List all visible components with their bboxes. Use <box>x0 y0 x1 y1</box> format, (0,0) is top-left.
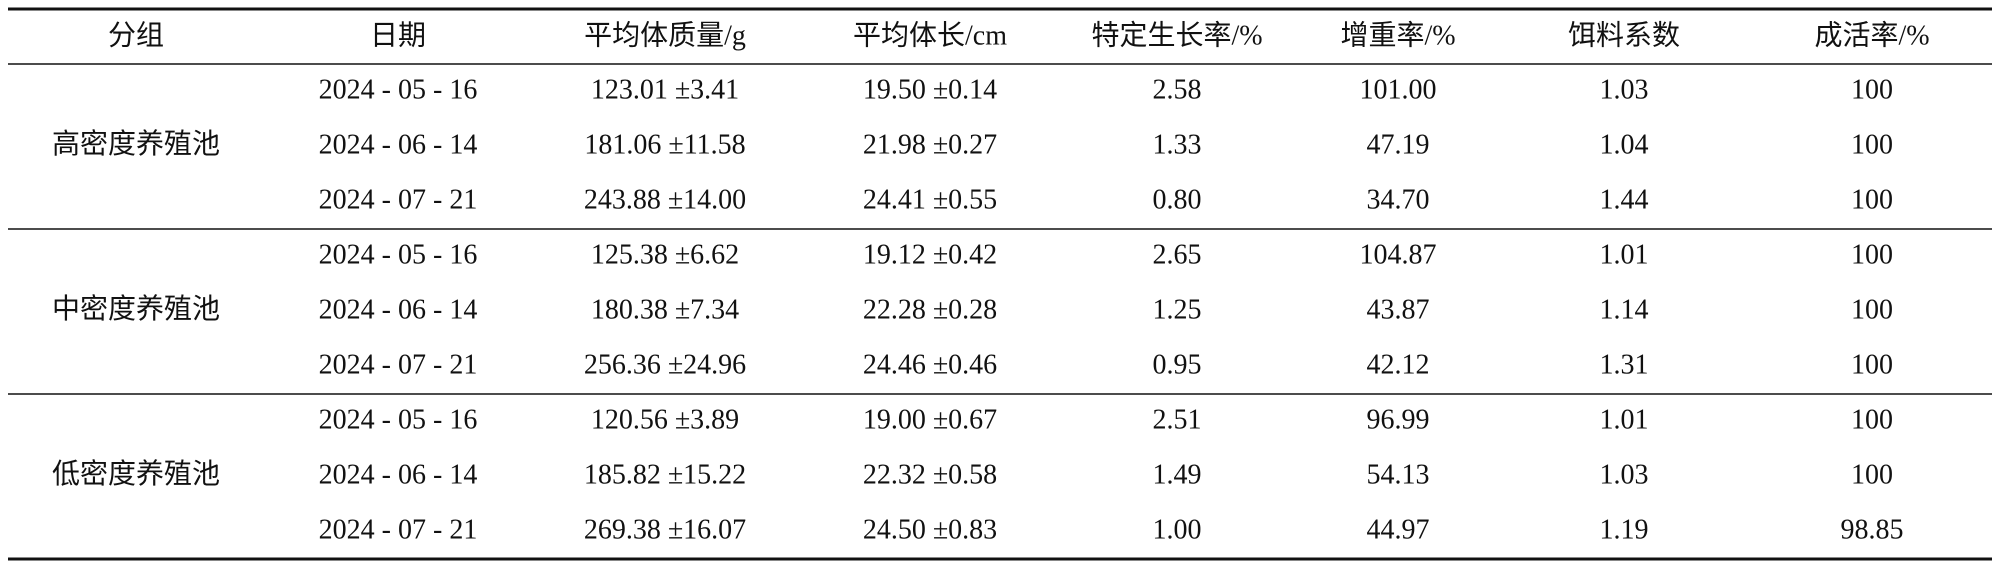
cell: 100 <box>1851 129 1893 160</box>
cell: 24.41 ±0.55 <box>863 184 997 215</box>
cell: 2024 - 05 - 16 <box>319 404 478 435</box>
cell: 256.36 ±24.96 <box>584 349 746 380</box>
cell: 2024 - 06 - 14 <box>319 294 478 325</box>
cell: 24.46 ±0.46 <box>863 349 997 380</box>
cell: 34.70 <box>1367 184 1430 215</box>
cell: 1.03 <box>1600 459 1649 490</box>
header-cell: 增重率/% <box>1340 19 1455 51</box>
cell: 123.01 ±3.41 <box>591 74 739 105</box>
cell: 243.88 ±14.00 <box>584 184 746 215</box>
cell: 2.51 <box>1153 404 1202 435</box>
group-name: 中密度养殖池 <box>52 293 220 325</box>
cell: 0.95 <box>1153 349 1202 380</box>
cell: 42.12 <box>1367 349 1430 380</box>
cell: 2.65 <box>1153 239 1202 270</box>
cell: 100 <box>1851 239 1893 270</box>
cell: 54.13 <box>1367 459 1430 490</box>
cell: 185.82 ±15.22 <box>584 459 746 490</box>
cell: 2024 - 07 - 21 <box>319 184 478 215</box>
cell: 100 <box>1851 294 1893 325</box>
cell: 101.00 <box>1360 74 1437 105</box>
cell: 2024 - 07 - 21 <box>319 349 478 380</box>
cell: 22.28 ±0.28 <box>863 294 997 325</box>
cell: 24.50 ±0.83 <box>863 514 997 545</box>
header-cell: 饵料系数 <box>1568 19 1680 51</box>
cell: 19.12 ±0.42 <box>863 239 997 270</box>
cell: 1.00 <box>1153 514 1202 545</box>
header-cell: 平均体长/cm <box>853 19 1007 51</box>
header-cell: 成活率/% <box>1814 19 1929 51</box>
cell: 43.87 <box>1367 294 1430 325</box>
cell: 120.56 ±3.89 <box>591 404 739 435</box>
cell: 100 <box>1851 404 1893 435</box>
cell: 100 <box>1851 74 1893 105</box>
header-cell: 分组 <box>108 19 164 51</box>
cell: 2024 - 06 - 14 <box>319 459 478 490</box>
cell: 44.97 <box>1367 514 1430 545</box>
header-cell: 日期 <box>370 20 426 51</box>
cell: 125.38 ±6.62 <box>591 239 739 270</box>
cell: 2024 - 05 - 16 <box>319 239 478 270</box>
cell: 100 <box>1851 184 1893 215</box>
header-cell: 平均体质量/g <box>584 19 746 51</box>
cell: 98.85 <box>1841 514 1904 545</box>
cell: 22.32 ±0.58 <box>863 459 997 490</box>
cell: 19.00 ±0.67 <box>863 404 997 435</box>
group-name: 高密度养殖池 <box>52 128 220 160</box>
cell: 2.58 <box>1153 74 1202 105</box>
cell: 269.38 ±16.07 <box>584 514 746 545</box>
cell: 104.87 <box>1360 239 1437 270</box>
cell: 1.49 <box>1153 459 1202 490</box>
cell: 1.14 <box>1600 294 1649 325</box>
cell: 47.19 <box>1367 129 1430 160</box>
cell: 21.98 ±0.27 <box>863 129 997 160</box>
cell: 100 <box>1851 349 1893 380</box>
cell: 1.01 <box>1600 404 1649 435</box>
cell: 2024 - 05 - 16 <box>319 74 478 105</box>
cell: 1.19 <box>1600 514 1649 545</box>
cell: 1.31 <box>1600 349 1649 380</box>
cell: 2024 - 07 - 21 <box>319 514 478 545</box>
cell: 0.80 <box>1153 184 1202 215</box>
cell: 1.04 <box>1600 129 1649 160</box>
cell: 19.50 ±0.14 <box>863 74 997 105</box>
group-name: 低密度养殖池 <box>52 458 220 490</box>
cell: 1.03 <box>1600 74 1649 105</box>
cell: 180.38 ±7.34 <box>591 294 739 325</box>
cell: 1.33 <box>1153 129 1202 160</box>
cell: 1.01 <box>1600 239 1649 270</box>
cell: 1.44 <box>1600 184 1649 215</box>
cell: 2024 - 06 - 14 <box>319 129 478 160</box>
cell: 1.25 <box>1153 294 1202 325</box>
cell: 100 <box>1851 459 1893 490</box>
cell: 96.99 <box>1367 404 1430 435</box>
header-cell: 特定生长率/% <box>1091 19 1262 51</box>
cell: 181.06 ±11.58 <box>584 129 745 160</box>
